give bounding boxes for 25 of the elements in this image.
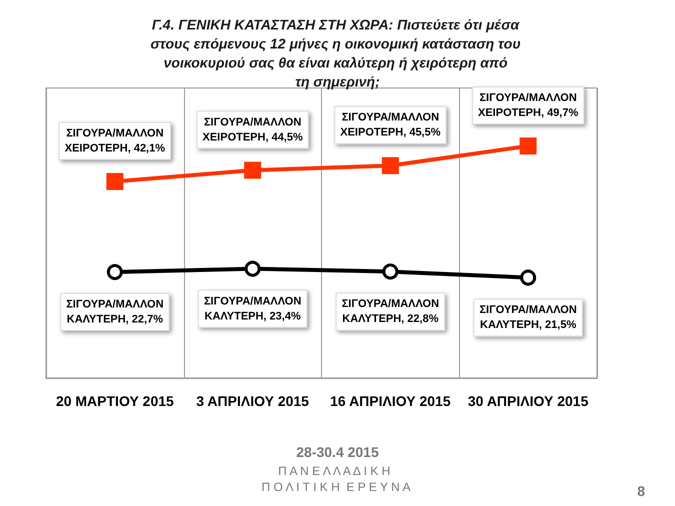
x-tick-label: 3 ΑΠΡΙΛΙΟΥ 2015	[196, 393, 310, 409]
text: 8	[637, 483, 646, 499]
text: 28-30.4 2015	[296, 444, 379, 460]
data-label: ΣΙΓΟΥΡΑ/ΜΑΛΛΟΝ ΧΕΙΡΟΤΕΡΗ, 45,5%	[340, 112, 441, 139]
point	[382, 264, 398, 280]
point	[106, 264, 123, 280]
text: Π Α Ν Ε Λ Λ Α Δ Ι Κ Η	[278, 464, 390, 478]
data-label: ΣΙΓΟΥΡΑ/ΜΑΛΛΟΝ ΧΕΙΡΟΤΕΡΗ, 44,5%	[202, 116, 303, 144]
chart-title: Γ.4. ΓΕΝΙΚΗ ΚΑΤΑΣΤΑΣΗ ΣΤΗ ΧΩΡΑ: Πιστεύετε ότι μέσα στους επόμενους 12 μήνες η οικονομική κατάσταση του νοικοκυριού σας θα είναι καλύτερη ή χειρότερη από τη σημερινή;	[150, 16, 524, 90]
point	[520, 138, 537, 154]
point	[520, 270, 536, 286]
x-tick-label: 20 ΜΑΡΤΙΟΥ 2015	[56, 393, 174, 409]
point	[382, 157, 399, 174]
x-tick-label: 16 ΑΠΡΙΛΙΟΥ 2015	[330, 393, 451, 409]
data-label: ΣΙΓΟΥΡΑ/ΜΑΛΛΟΝ ΚΑΛΥΤΕΡΗ, 23,4%	[204, 295, 302, 322]
data-label: ΣΙΓΟΥΡΑ/ΜΑΛΛΟΝ ΚΑΛΥΤΕΡΗ, 21,5%	[479, 304, 577, 332]
x-tick-label: 30 ΑΠΡΙΛΙΟΥ 2015	[468, 393, 589, 409]
text: Π Ο Λ Ι Τ Ι Κ Η Ε Ρ Ε Υ Ν Α	[261, 480, 410, 494]
point	[106, 172, 124, 190]
point	[244, 260, 261, 277]
data-label: ΣΙΓΟΥΡΑ/ΜΑΛΛΟΝ ΧΕΙΡΟΤΕΡΗ, 42,1%	[64, 127, 166, 154]
data-label: ΣΙΓΟΥΡΑ/ΜΑΛΛΟΝ ΧΕΙΡΟΤΕΡΗ, 49,7%	[478, 92, 578, 119]
data-label: ΣΙΓΟΥΡΑ/ΜΑΛΛΟΝ ΚΑΛΥΤΕΡΗ, 22,8%	[342, 298, 440, 326]
point	[244, 162, 262, 179]
data-label: ΣΙΓΟΥΡΑ/ΜΑΛΛΟΝ ΚΑΛΥΤΕΡΗ, 22,7%	[66, 298, 164, 326]
